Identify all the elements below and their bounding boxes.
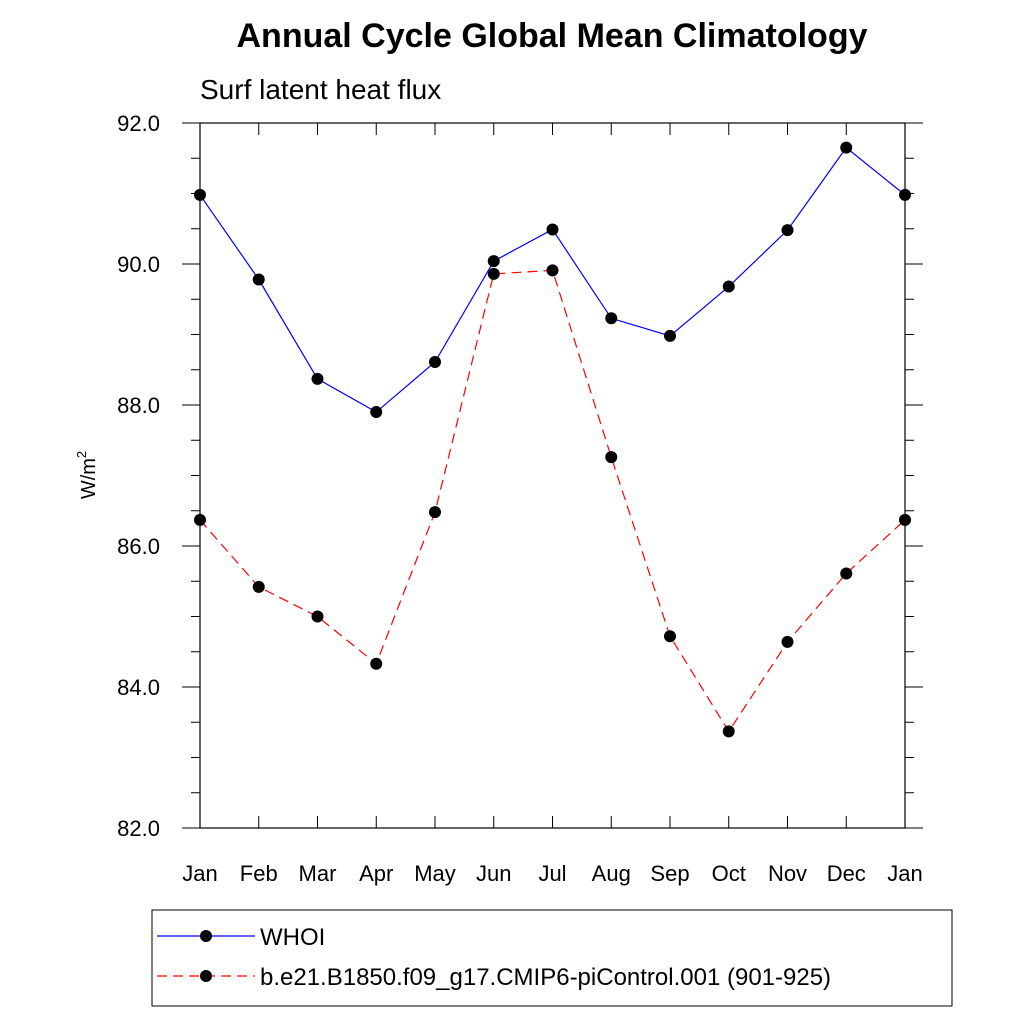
y-tick-label: 82.0: [117, 816, 160, 841]
data-point: [487, 267, 500, 280]
series-layer: [194, 141, 911, 738]
x-tick-label: May: [414, 861, 456, 886]
data-point: [311, 372, 324, 385]
x-tick-label: Jan: [887, 861, 922, 886]
chart-title: Annual Cycle Global Mean Climatology: [237, 17, 868, 55]
data-point: [429, 355, 441, 368]
data-point: [487, 255, 500, 268]
y-tick-label: 84.0: [117, 675, 160, 700]
y-axis-label-exponent: 2: [74, 451, 89, 458]
legend-marker: [200, 970, 212, 982]
y-axis-label-unit: W/m: [78, 458, 100, 499]
data-point: [605, 312, 618, 325]
x-tick-label: Sep: [650, 861, 689, 886]
axes: Jan Feb Mar Apr May Jun Jul Aug Sep Oct Nov Dec Jan 8…: [117, 111, 923, 886]
y-tick-label: 90.0: [117, 252, 160, 277]
x-tick-label: Mar: [299, 861, 337, 886]
y-tick-label: 88.0: [117, 393, 160, 418]
data-point: [664, 630, 676, 643]
data-point: [194, 188, 206, 201]
chart-subtitle: Surf latent heat flux: [200, 74, 441, 105]
series-line: [199, 269, 906, 733]
data-point: [605, 451, 618, 464]
y-tick-label: 92.0: [117, 111, 160, 136]
data-point: [722, 280, 735, 293]
series-2: [194, 264, 911, 738]
x-tick-label: Jan: [182, 861, 217, 886]
y-axis-label: W/m2: [74, 451, 100, 499]
x-tick-label: Apr: [359, 861, 393, 886]
x-tick-label: Jul: [538, 861, 566, 886]
data-point: [370, 657, 383, 670]
legend: WHOI b.e21.B1850.f09_g17.CMIP6-piControl.…: [157, 924, 831, 991]
data-point: [370, 406, 383, 419]
legend-label: b.e21.B1850.f09_g17.CMIP6-piControl.001 …: [260, 964, 831, 991]
y-tick-label: 86.0: [117, 534, 160, 559]
data-point: [781, 224, 794, 237]
x-tick-label: Aug: [592, 861, 631, 886]
legend-box: [151, 909, 953, 1007]
data-point: [252, 273, 265, 286]
x-tick-label: Feb: [240, 861, 278, 886]
data-point: [429, 506, 441, 519]
x-tick-label: Oct: [712, 861, 746, 886]
series-line: [199, 146, 906, 413]
data-point: [840, 141, 853, 154]
data-point: [781, 635, 794, 648]
x-tick-label: Dec: [827, 861, 866, 886]
data-point: [546, 264, 559, 277]
data-point: [194, 513, 206, 526]
legend-label: WHOI: [260, 924, 325, 951]
data-point: [899, 188, 911, 201]
data-point: [840, 567, 853, 580]
data-point: [899, 513, 911, 526]
data-point: [664, 329, 676, 342]
x-tick-label: Jun: [476, 861, 511, 886]
x-tick-label: Nov: [768, 861, 807, 886]
legend-marker: [200, 930, 212, 942]
data-point: [722, 725, 735, 738]
data-point: [546, 223, 559, 236]
data-point: [252, 580, 265, 593]
data-point: [311, 610, 324, 623]
series-1: [194, 141, 911, 419]
